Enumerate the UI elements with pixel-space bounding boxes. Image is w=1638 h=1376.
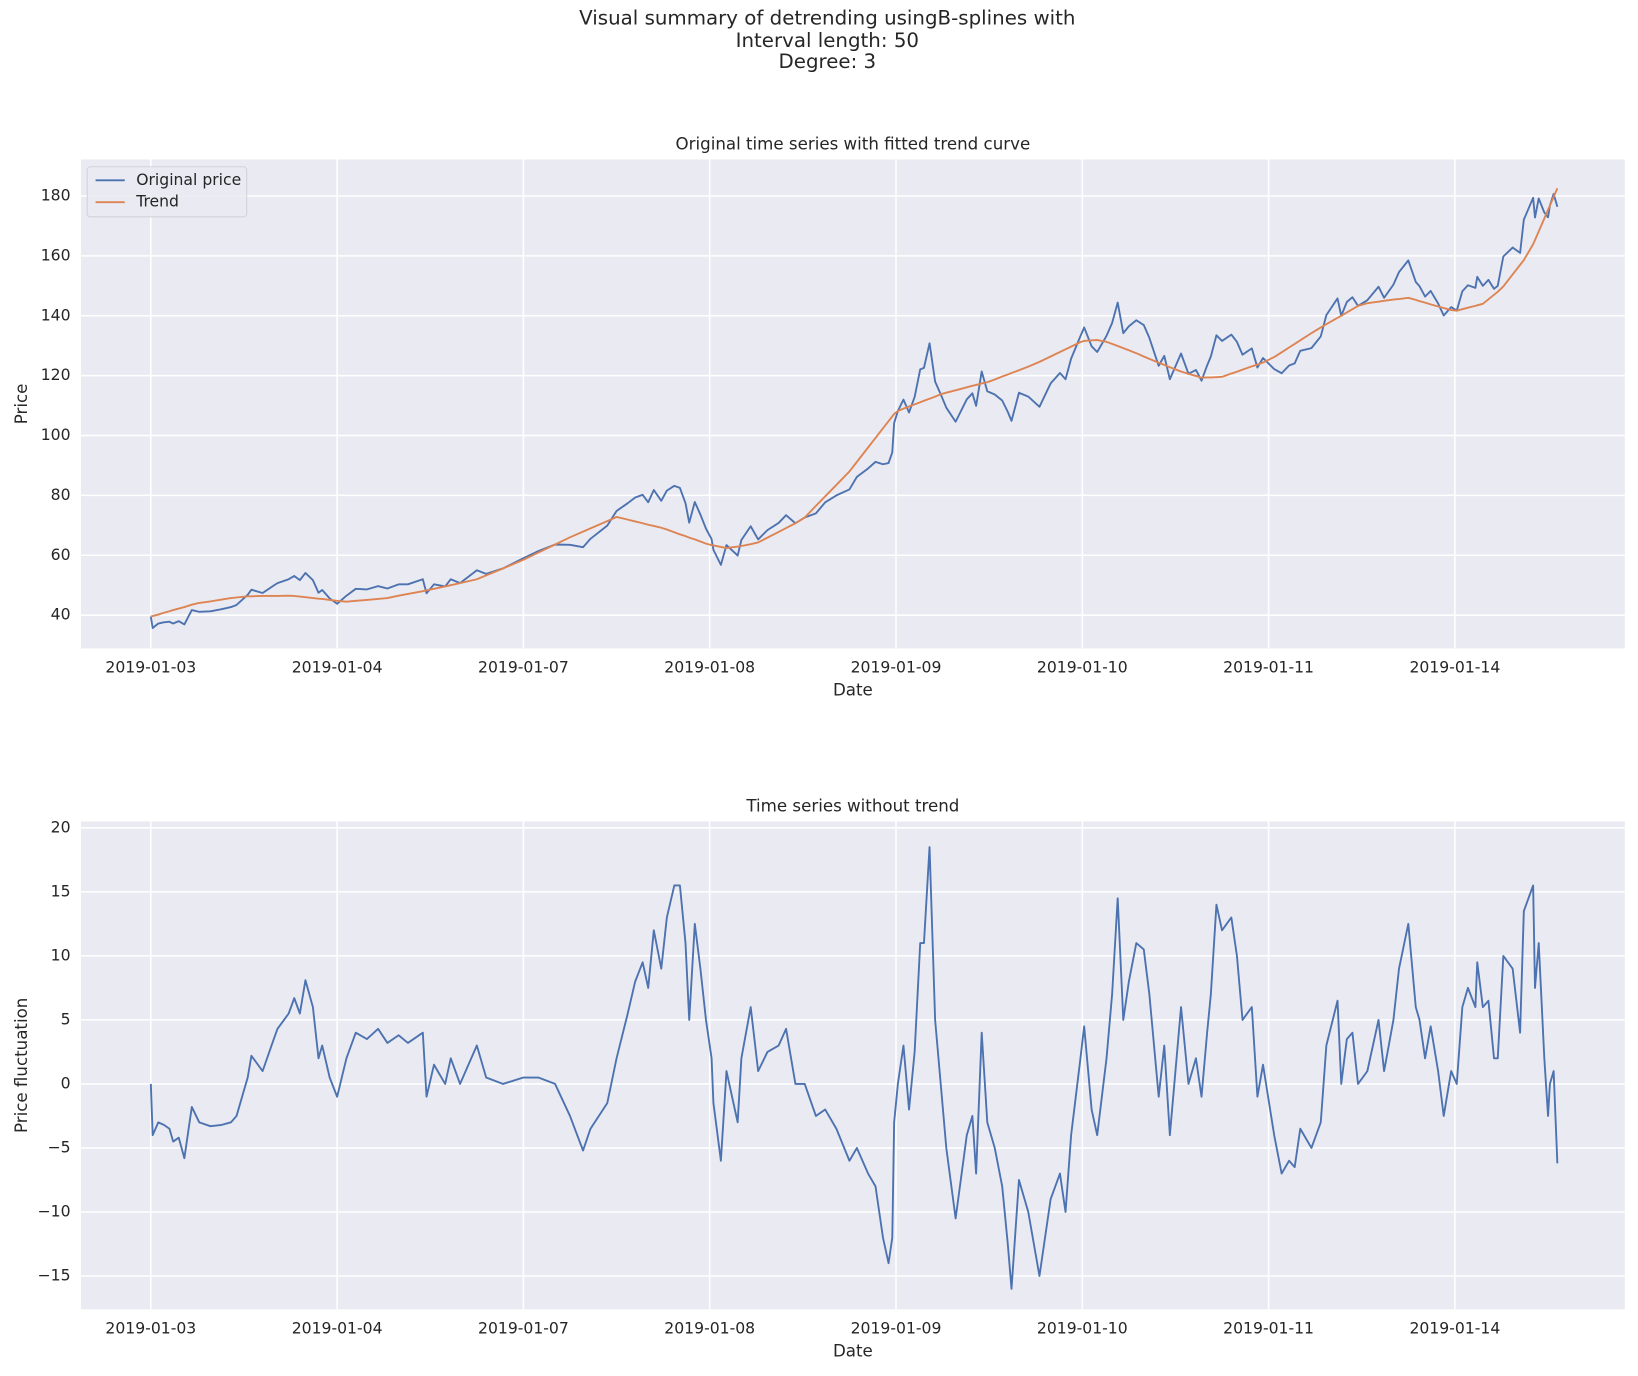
y-tick-label: −5: [47, 1137, 70, 1156]
x-tick-label: 2019-01-10: [1037, 1319, 1128, 1338]
x-tick-label: 2019-01-04: [292, 658, 383, 677]
x-tick-label: 2019-01-08: [664, 658, 755, 677]
legend-label: Original price: [136, 170, 241, 189]
y-axis-label: Price fluctuation: [12, 998, 31, 1133]
y-tick-label: 60: [51, 545, 71, 564]
x-axis-label: Date: [833, 681, 873, 700]
x-tick-label: 2019-01-03: [105, 658, 196, 677]
y-tick-label: −10: [38, 1201, 71, 1220]
x-tick-label: 2019-01-09: [851, 1319, 942, 1338]
x-tick-label: 2019-01-03: [105, 1319, 196, 1338]
chart-title: Original time series with fitted trend c…: [676, 134, 1031, 153]
figure-title: Interval length: 50: [736, 29, 919, 52]
plot-area: [80, 159, 1625, 649]
chart-title: Time series without trend: [745, 796, 959, 815]
x-tick-label: 2019-01-14: [1409, 658, 1500, 677]
x-tick-label: 2019-01-08: [664, 1319, 755, 1338]
series-line: [149, 846, 1559, 1290]
y-tick-label: 160: [41, 245, 71, 264]
x-tick-label: 2019-01-11: [1223, 1319, 1314, 1338]
series-line: [150, 187, 1559, 618]
y-tick-label: 10: [51, 945, 71, 964]
y-tick-label: 0: [61, 1073, 71, 1092]
x-tick-label: 2019-01-14: [1409, 1319, 1500, 1338]
y-tick-label: 80: [51, 485, 71, 504]
series-line: [149, 192, 1559, 629]
y-tick-label: 40: [51, 605, 71, 624]
x-tick-label: 2019-01-07: [478, 1319, 569, 1338]
y-tick-label: 180: [41, 186, 71, 205]
plot-area: [80, 821, 1625, 1310]
x-tick-label: 2019-01-10: [1037, 658, 1128, 677]
x-tick-label: 2019-01-11: [1223, 658, 1314, 677]
legend-label: Trend: [135, 192, 179, 211]
figure-title: Visual summary of detrending usingB-spli…: [579, 6, 1075, 29]
y-tick-label: −15: [38, 1265, 71, 1284]
y-tick-label: 20: [51, 817, 71, 836]
x-tick-label: 2019-01-04: [292, 1319, 383, 1338]
y-tick-label: 5: [61, 1009, 71, 1028]
y-tick-label: 120: [41, 365, 71, 384]
y-tick-label: 140: [41, 305, 71, 324]
y-tick-label: 100: [41, 425, 71, 444]
x-axis-label: Date: [833, 1342, 873, 1361]
legend-box: [86, 166, 248, 218]
x-tick-label: 2019-01-09: [851, 658, 942, 677]
x-tick-label: 2019-01-07: [478, 658, 569, 677]
y-axis-label: Price: [12, 384, 31, 425]
y-tick-label: 15: [51, 881, 71, 900]
figure-title: Degree: 3: [779, 50, 877, 73]
